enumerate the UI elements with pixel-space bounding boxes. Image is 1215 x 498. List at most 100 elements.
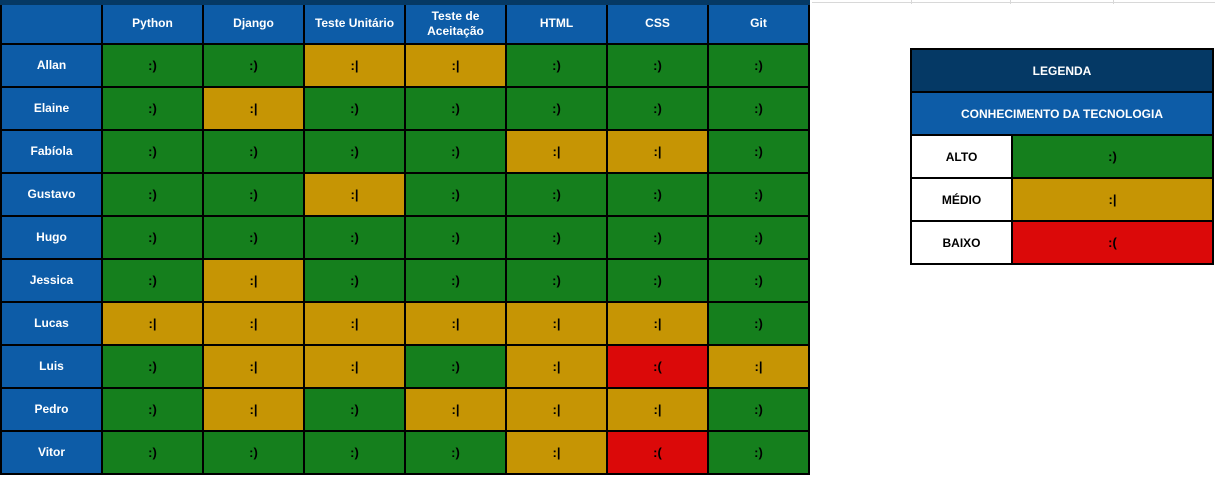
skill-cell: :) — [404, 343, 507, 389]
skill-cell: :) — [707, 128, 810, 174]
skill-cell: :) — [202, 171, 305, 217]
skills-matrix-header: Python Django Teste Unitário Teste de Aceit… — [0, 1, 810, 45]
row-header-name: Luis — [0, 343, 103, 389]
skill-cell: :| — [404, 42, 507, 88]
skill-cell: :) — [404, 214, 507, 260]
column-header-teste-de-aceita-o: Teste de Aceitação — [404, 1, 507, 45]
skill-cell: :| — [404, 300, 507, 346]
skill-cell: :) — [707, 386, 810, 432]
table-row-elaine: Elaine:):|:):):):):) — [0, 85, 810, 131]
skills-matrix-table: Python Django Teste Unitário Teste de Aceit… — [0, 0, 810, 475]
skill-cell: :) — [202, 128, 305, 174]
skill-cell: :) — [202, 429, 305, 475]
skill-cell: :) — [707, 214, 810, 260]
header-row: Python Django Teste Unitário Teste de Aceit… — [0, 1, 810, 45]
spreadsheet-gridline-tick — [1010, 0, 1011, 4]
spreadsheet-gridline-tick — [1113, 0, 1114, 4]
row-header-name: Fabíola — [0, 128, 103, 174]
skill-cell: :) — [707, 85, 810, 131]
skill-cell: :| — [606, 128, 709, 174]
column-header-git: Git — [707, 1, 810, 45]
skill-cell: :) — [707, 171, 810, 217]
table-row-vitor: Vitor:):):):):|:(:) — [0, 429, 810, 475]
legend-title: LEGENDA — [910, 48, 1214, 93]
skill-cell: :| — [303, 42, 406, 88]
skill-cell: :) — [101, 171, 204, 217]
skill-cell: :| — [505, 300, 608, 346]
skill-cell: :| — [303, 171, 406, 217]
skill-cell: :) — [707, 429, 810, 475]
column-header-python: Python — [101, 1, 204, 45]
table-row-gustavo: Gustavo:):):|:):):):) — [0, 171, 810, 217]
skill-cell: :) — [303, 128, 406, 174]
skill-cell: :| — [202, 300, 305, 346]
skill-cell: :) — [303, 429, 406, 475]
legend-entry-medio: MÉDIO :| — [910, 177, 1214, 222]
skill-cell: :) — [606, 257, 709, 303]
skill-cell: :| — [202, 386, 305, 432]
skill-cell: :) — [101, 128, 204, 174]
legend-swatch-alto: :) — [1011, 134, 1214, 179]
column-header-html: HTML — [505, 1, 608, 45]
skill-cell: :| — [505, 386, 608, 432]
corner-cell — [0, 1, 103, 45]
skill-cell: :) — [404, 85, 507, 131]
skill-cell: :| — [303, 343, 406, 389]
skill-cell: :| — [505, 343, 608, 389]
skill-cell: :| — [606, 386, 709, 432]
legend-label-medio: MÉDIO — [910, 177, 1013, 222]
legend-subtitle: CONHECIMENTO DA TECNOLOGIA — [910, 91, 1214, 136]
legend-label-alto: ALTO — [910, 134, 1013, 179]
skill-cell: :) — [303, 257, 406, 303]
legend-entry-baixo: BAIXO :( — [910, 220, 1214, 265]
table-row-fab-ola: Fabíola:):):):):|:|:) — [0, 128, 810, 174]
skill-cell: :) — [606, 85, 709, 131]
skill-cell: :) — [707, 300, 810, 346]
skill-cell: :| — [505, 429, 608, 475]
skill-cell: :| — [707, 343, 810, 389]
skill-cell: :) — [101, 429, 204, 475]
row-header-name: Lucas — [0, 300, 103, 346]
skill-cell: :| — [303, 300, 406, 346]
skill-cell: :) — [707, 257, 810, 303]
legend-entry-alto: ALTO :) — [910, 134, 1214, 179]
skill-cell: :) — [404, 429, 507, 475]
skill-cell: :| — [101, 300, 204, 346]
skill-cell: :) — [303, 85, 406, 131]
skill-cell: :) — [101, 85, 204, 131]
table-row-allan: Allan:):):|:|:):):) — [0, 42, 810, 88]
skill-cell: :) — [101, 343, 204, 389]
skill-cell: :) — [202, 214, 305, 260]
skill-cell: :) — [303, 386, 406, 432]
skill-cell: :) — [101, 214, 204, 260]
table-row-hugo: Hugo:):):):):):):) — [0, 214, 810, 260]
skill-cell: :| — [606, 300, 709, 346]
skill-cell: :| — [202, 257, 305, 303]
legend-swatch-baixo: :( — [1011, 220, 1214, 265]
row-header-name: Elaine — [0, 85, 103, 131]
row-header-name: Allan — [0, 42, 103, 88]
skill-cell: :) — [505, 42, 608, 88]
column-header-css: CSS — [606, 1, 709, 45]
skill-cell: :) — [505, 257, 608, 303]
legend-subtitle-row: CONHECIMENTO DA TECNOLOGIA — [910, 91, 1214, 136]
table-row-lucas: Lucas:|:|:|:|:|:|:) — [0, 300, 810, 346]
skill-cell: :) — [404, 128, 507, 174]
table-row-jessica: Jessica:):|:):):):):) — [0, 257, 810, 303]
skill-cell: :) — [505, 214, 608, 260]
legend-swatch-medio: :| — [1011, 177, 1214, 222]
legend-title-row: LEGENDA — [910, 48, 1214, 93]
skill-cell: :) — [101, 42, 204, 88]
skill-cell: :) — [707, 42, 810, 88]
row-header-name: Vitor — [0, 429, 103, 475]
skill-cell: :( — [606, 429, 709, 475]
skill-cell: :) — [404, 171, 507, 217]
skill-cell: :) — [101, 257, 204, 303]
column-header-django: Django — [202, 1, 305, 45]
row-header-name: Jessica — [0, 257, 103, 303]
spreadsheet-gridline-horizontal — [812, 2, 1215, 3]
skill-cell: :| — [404, 386, 507, 432]
skill-cell: :) — [404, 257, 507, 303]
row-header-name: Hugo — [0, 214, 103, 260]
